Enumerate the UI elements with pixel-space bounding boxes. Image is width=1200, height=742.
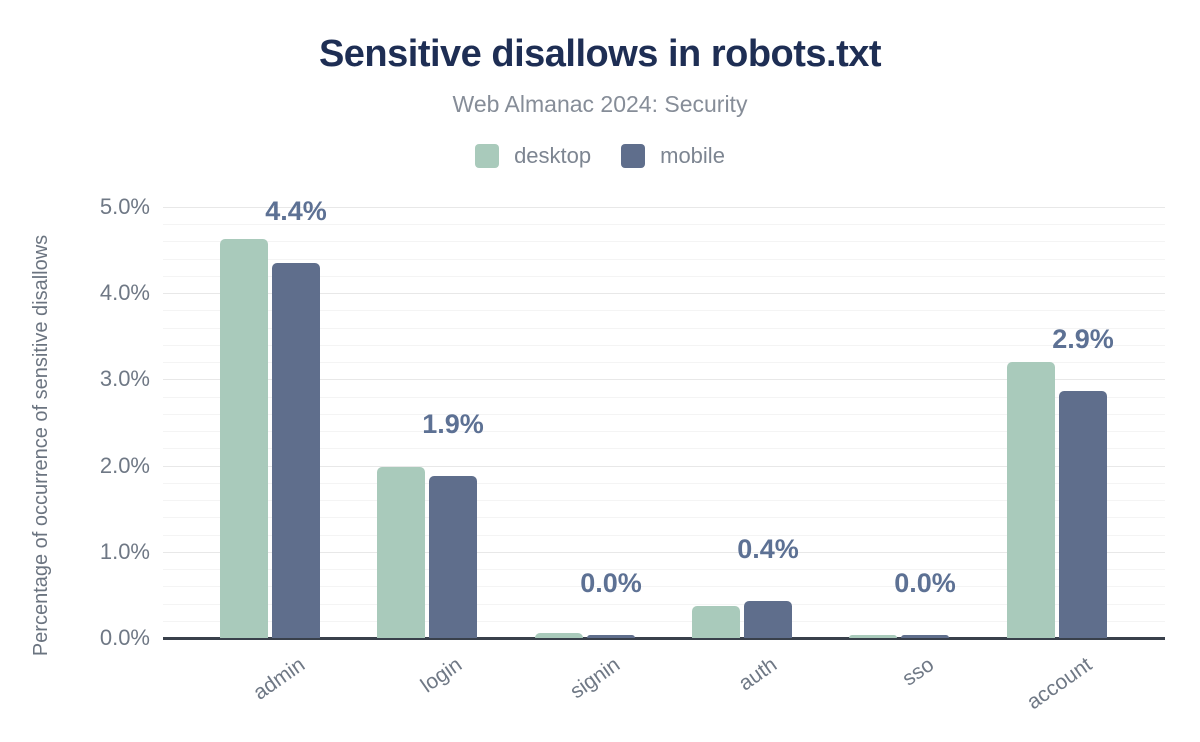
gridline-minor — [163, 328, 1165, 329]
bar-desktop-admin — [220, 239, 268, 638]
value-label-auth: 0.4% — [737, 534, 799, 564]
gridline-minor — [163, 483, 1165, 484]
y-tick-label: 0.0% — [99, 625, 150, 650]
gridline-minor — [163, 517, 1165, 518]
legend: desktop mobile — [0, 143, 1200, 169]
value-label-admin: 4.4% — [265, 196, 327, 226]
x-tick-label-sso: sso — [898, 653, 939, 691]
gridline-minor — [163, 431, 1165, 432]
bar-mobile-account — [1059, 391, 1107, 638]
bar-desktop-login — [377, 467, 425, 638]
bar-mobile-signin — [587, 635, 635, 638]
gridline-minor — [163, 241, 1165, 242]
bar-desktop-account — [1007, 362, 1055, 638]
y-tick-label: 5.0% — [99, 194, 150, 219]
gridline-minor — [163, 259, 1165, 260]
legend-item-desktop: desktop — [475, 143, 591, 169]
bar-mobile-auth — [744, 601, 792, 638]
bar-mobile-login — [429, 476, 477, 638]
gridline-minor — [163, 224, 1165, 225]
legend-label: desktop — [514, 143, 592, 168]
value-label-signin: 0.0% — [580, 568, 642, 598]
legend-label: mobile — [660, 143, 725, 168]
gridline-major — [163, 466, 1165, 467]
gridline-minor — [163, 621, 1165, 622]
x-tick-label-admin: admin — [249, 653, 310, 705]
gridline-major — [163, 293, 1165, 294]
gridline-major — [163, 207, 1165, 208]
bar-desktop-auth — [692, 606, 740, 638]
bar-desktop-signin — [535, 633, 583, 638]
y-tick-label: 3.0% — [99, 366, 150, 391]
legend-swatch-mobile — [621, 144, 646, 168]
y-tick-label: 1.0% — [99, 539, 150, 564]
gridline-minor — [163, 414, 1165, 415]
chart-subtitle: Web Almanac 2024: Security — [452, 91, 748, 117]
gridline-minor — [163, 345, 1165, 346]
gridline-minor — [163, 569, 1165, 570]
gridline-minor — [163, 586, 1165, 587]
gridline-minor — [163, 276, 1165, 277]
gridline-minor — [163, 397, 1165, 398]
y-axis-title-text: Percentage of occurrence of sensitive di… — [30, 234, 53, 656]
value-label-account: 2.9% — [1052, 324, 1114, 354]
value-label-sso: 0.0% — [894, 568, 956, 598]
gridline-minor — [163, 310, 1165, 311]
x-tick-label-signin: signin — [566, 653, 625, 704]
gridline-minor — [163, 604, 1165, 605]
chart-title: Sensitive disallows in robots.txt — [318, 33, 882, 75]
x-tick-label-auth: auth — [734, 653, 782, 696]
x-tick-label-login: login — [416, 653, 467, 698]
gridline-major — [163, 552, 1165, 553]
bar-mobile-sso — [901, 635, 949, 638]
y-tick-label: 4.0% — [99, 280, 150, 305]
legend-swatch-desktop — [475, 144, 500, 168]
gridline-minor — [163, 362, 1165, 363]
y-tick-label: 2.0% — [99, 453, 150, 478]
bar-mobile-admin — [272, 263, 320, 638]
gridline-minor — [163, 500, 1165, 501]
gridline-minor — [163, 448, 1165, 449]
x-axis-line — [163, 637, 1165, 640]
value-label-login: 1.9% — [422, 409, 484, 439]
gridline-major — [163, 379, 1165, 380]
legend-item-mobile: mobile — [621, 143, 725, 169]
bar-desktop-sso — [849, 635, 897, 638]
x-tick-label-account: account — [1022, 653, 1097, 715]
gridline-minor — [163, 535, 1165, 536]
